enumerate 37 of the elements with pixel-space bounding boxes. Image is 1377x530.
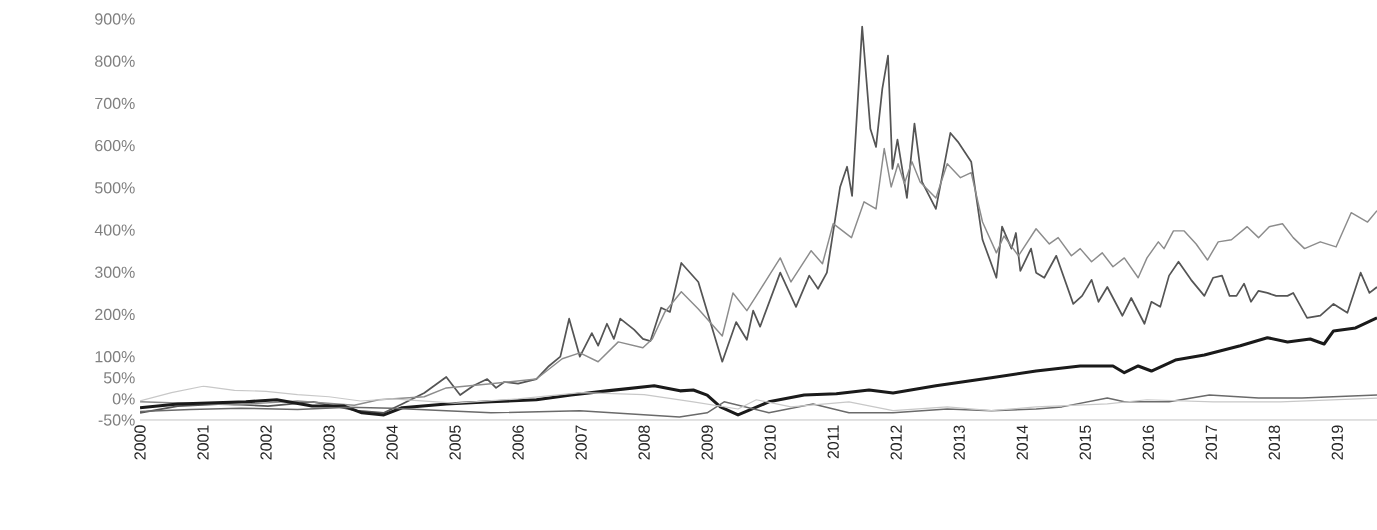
x-tick-label: 2002 [260,425,272,460]
x-tick-label: 2011 [827,425,839,459]
y-tick-label: 800% [95,55,135,67]
x-tick-label: 2001 [197,425,209,460]
y-tick-label: 600% [95,139,135,152]
x-tick-label: 2009 [701,425,713,460]
x-tick-label: 2018 [1268,425,1280,460]
x-tick-label: 2017 [1205,425,1217,460]
line-series [140,147,1377,406]
y-tick-label: 300% [94,266,135,278]
x-tick-label: 2014 [1016,425,1028,460]
line-series [140,316,1377,417]
x-tick-label: 2006 [512,425,524,460]
x-tick-label: 2008 [638,425,650,460]
x-tick-label: 2005 [449,425,461,460]
y-tick-label: 0% [112,393,135,405]
x-tick-label: 2004 [386,425,398,460]
y-tick-label: 400% [94,224,135,236]
y-tick-label: 100% [95,351,135,363]
line-series [140,25,1377,414]
line-series [140,385,1377,412]
y-tick-label: 700% [95,97,135,110]
y-tick-label: -50% [98,414,135,426]
x-tick-label: 2015 [1079,425,1091,460]
x-tick-label: 2019 [1331,425,1343,460]
x-tick-label: 2016 [1142,425,1154,460]
y-tick-label: 50% [103,372,135,384]
x-tick-label: 2013 [953,425,965,460]
x-tick-label: 2007 [575,425,587,460]
line-series [140,394,1377,418]
x-tick-label: 2003 [323,425,335,460]
x-tick-label: 2000 [134,425,146,460]
y-tick-label: 200% [95,308,135,321]
x-tick-label: 2010 [764,425,776,460]
y-tick-label: 500% [95,182,135,194]
x-tick-label: 2012 [890,425,902,460]
y-tick-label: 900% [95,13,135,25]
